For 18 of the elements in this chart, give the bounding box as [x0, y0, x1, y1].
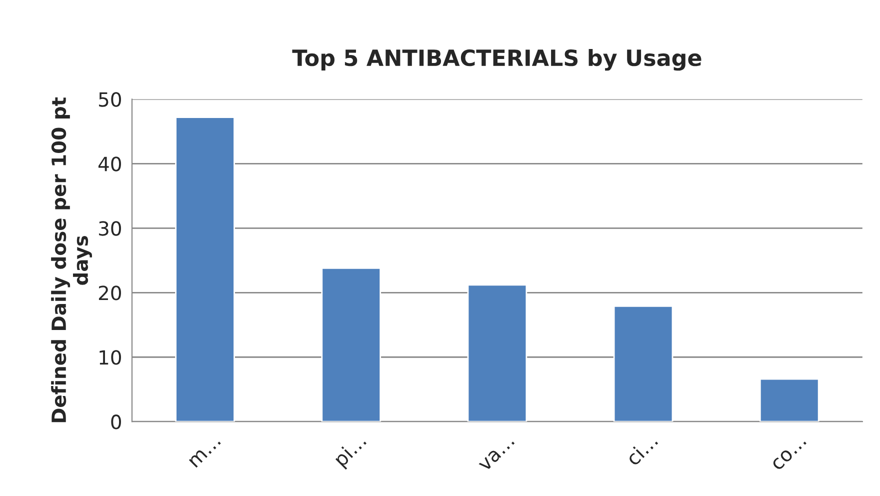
x-tick-label: pi… — [332, 432, 370, 470]
y-tick-label: 40 — [98, 156, 121, 172]
y-tick-label: 30 — [99, 221, 121, 236]
x-tick-label: ci… — [624, 432, 658, 466]
y-tick-label: 50 — [99, 92, 121, 107]
y-tick-label: 10 — [100, 350, 121, 365]
x-tick-label: m… — [188, 436, 221, 468]
y-tick-label: 0 — [111, 414, 121, 430]
bar — [321, 267, 382, 422]
chart-title: Top 5 ANTIBACTERIALS by Usage — [292, 48, 702, 71]
y-tick-label: 20 — [98, 286, 121, 300]
y-axis-title: Defined Daily dose per 100 pt days — [51, 97, 92, 422]
bar — [467, 284, 528, 422]
bar — [759, 378, 820, 422]
x-tick-label: co… — [771, 436, 807, 471]
x-tick-label: va… — [478, 436, 515, 472]
bar — [613, 305, 674, 422]
bar — [175, 116, 235, 422]
